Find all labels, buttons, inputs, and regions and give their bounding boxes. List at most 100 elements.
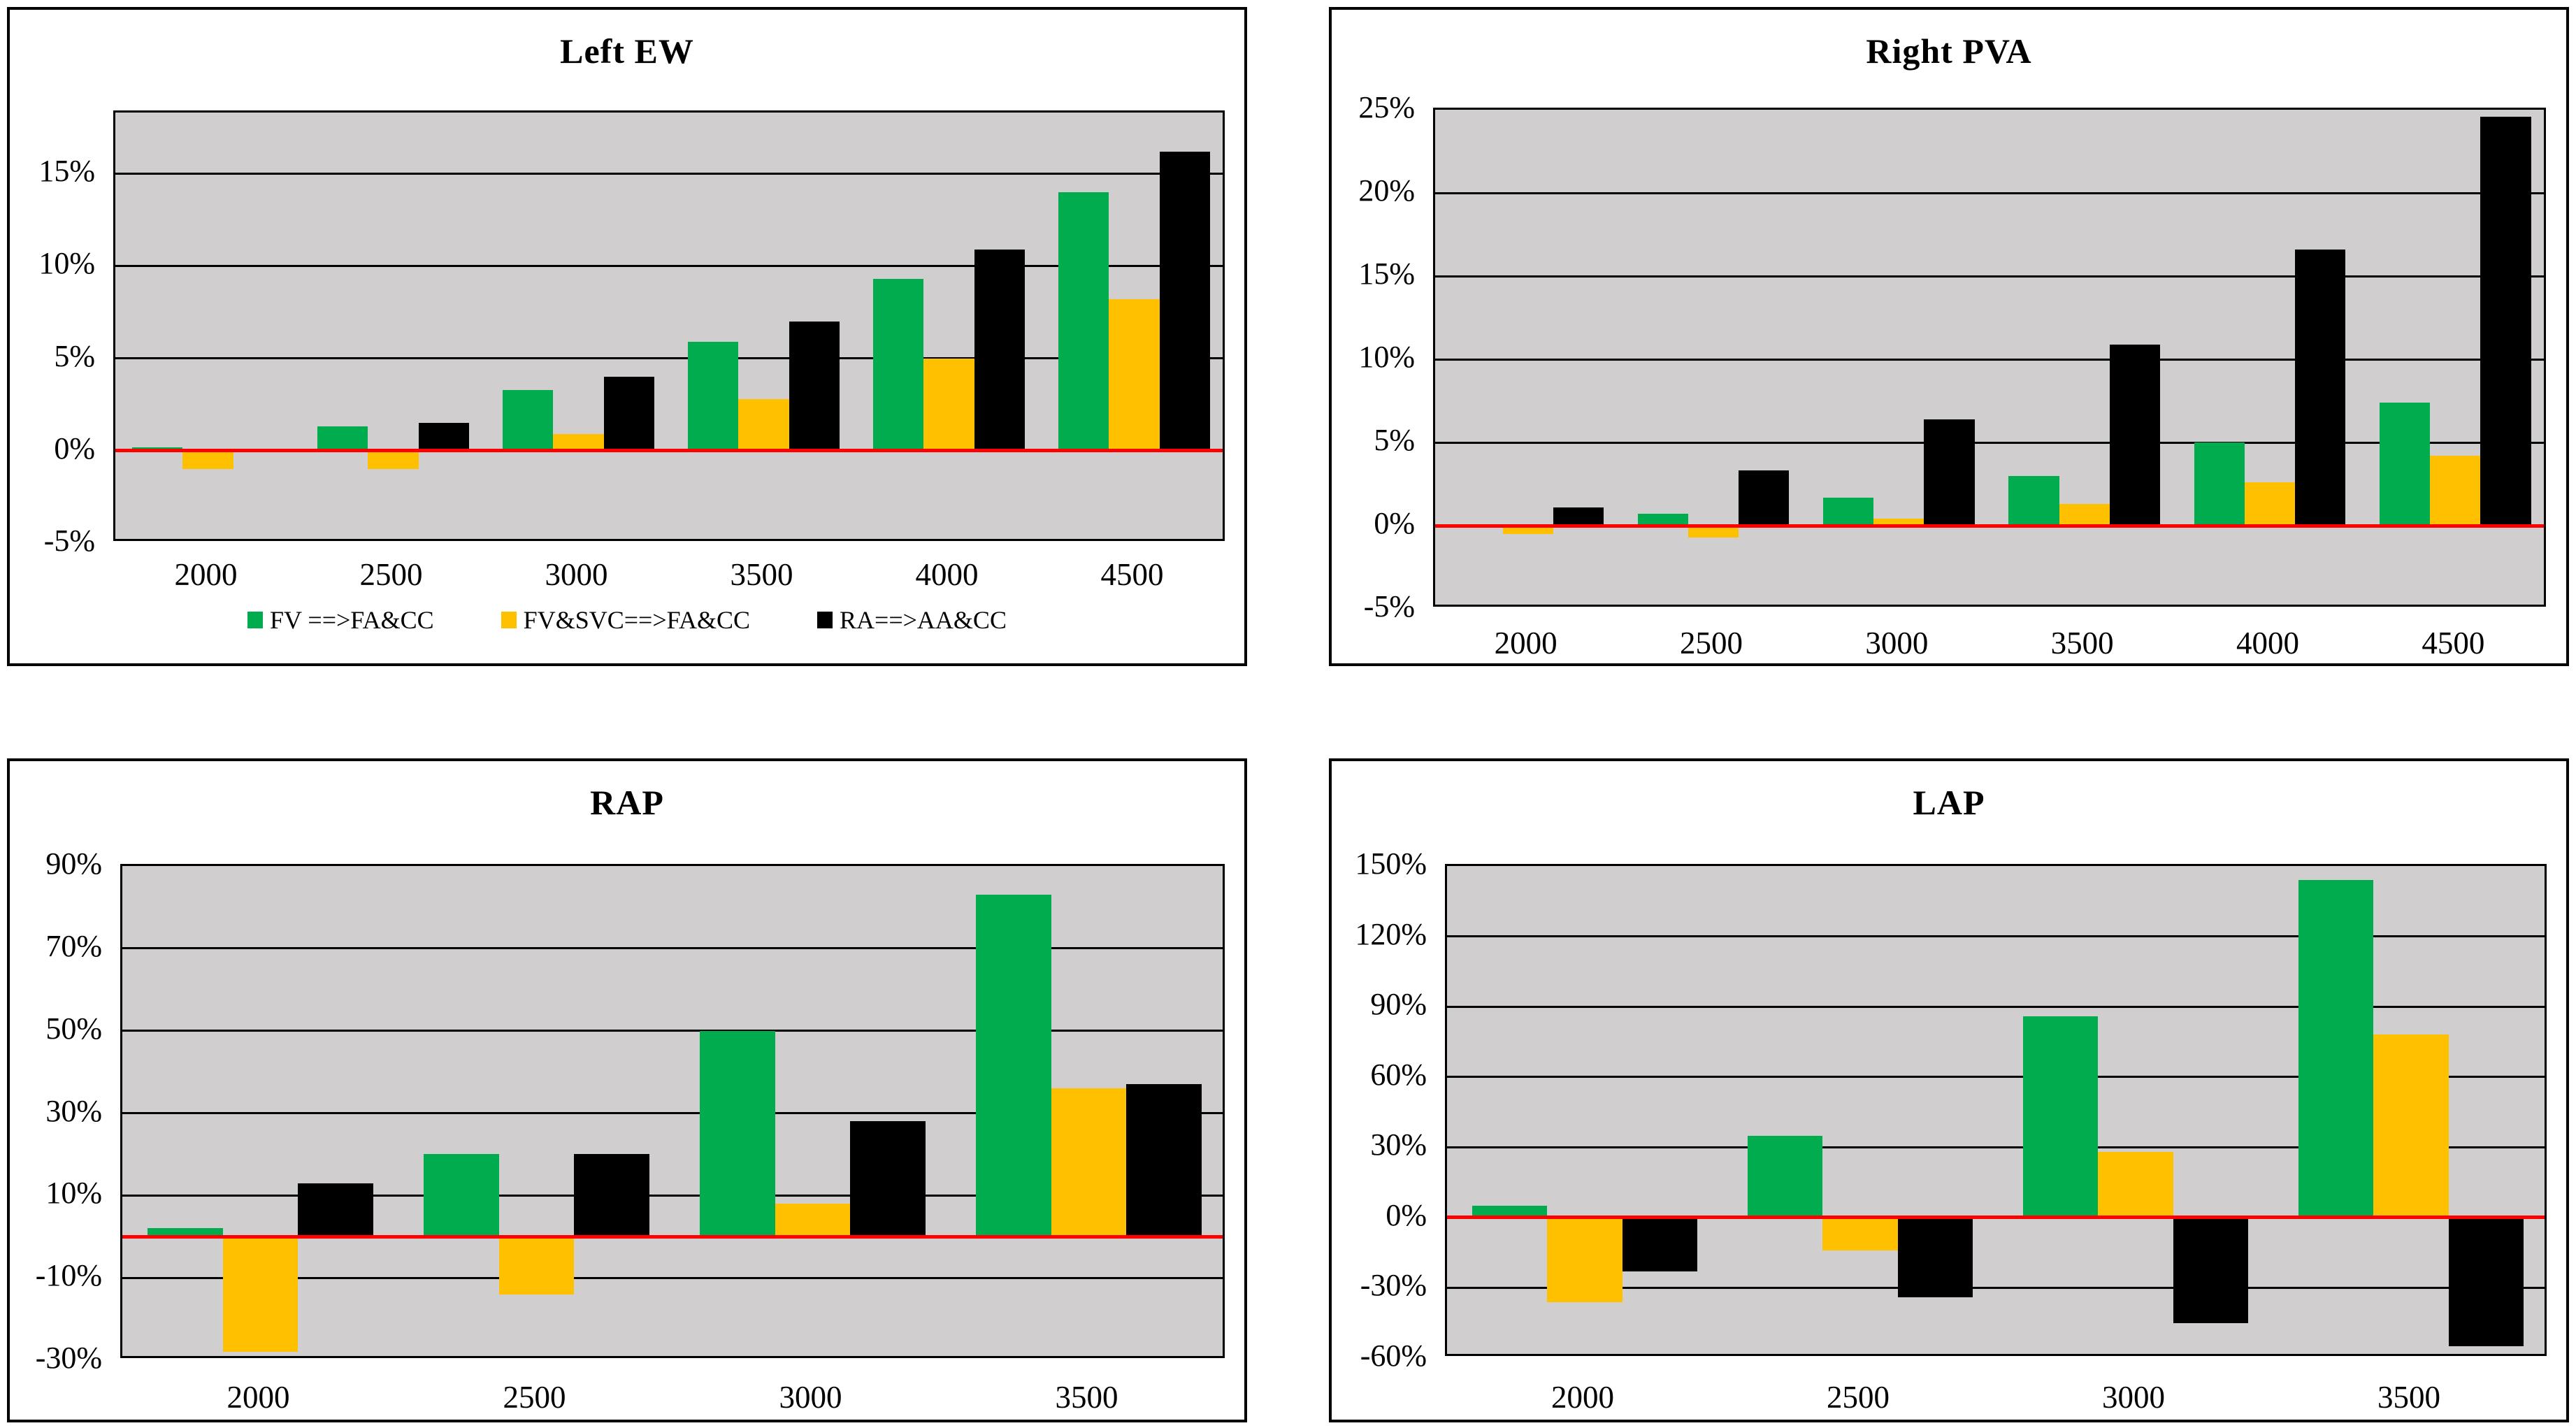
y-tick-label: -10% [35,1258,102,1293]
bar-black-2500 [1739,470,1790,526]
y-tick-label: 15% [1358,257,1415,291]
y-tick-label: 90% [1370,987,1427,1022]
chart-panel-left-ew: Left EW 15% 10% 5% 0% -5% 2000 2500 3000 3500 400… [7,7,1247,666]
bar-black-3500 [789,321,840,451]
gridline [1447,935,2545,938]
plot-area [1445,864,2547,1356]
legend-label: FV&SVC==>FA&CC [523,606,751,634]
legend-label: RA==>AA&CC [840,606,1007,634]
bar-green-3000 [503,389,554,451]
bar-black-2000 [1622,1217,1697,1271]
bar-yellow-4000 [2244,482,2296,526]
bar-black-3000 [850,1121,926,1237]
bar-black-3500 [2109,344,2160,526]
bar-black-2000 [1553,507,1604,526]
gridline [122,1030,1223,1032]
bar-yellow-3500 [1051,1088,1127,1237]
y-tick-label: 15% [38,154,95,189]
bar-yellow-2500 [1822,1217,1898,1250]
gridline [1435,192,2544,194]
x-axis-label: 2000 [1494,626,1557,661]
bar-black-2500 [1897,1217,1973,1297]
y-tick-label: 150% [1355,846,1427,881]
bar-green-3500 [2008,475,2059,526]
bar-black-3000 [1924,419,1975,526]
bar-black-3500 [1126,1084,1202,1237]
zero-line [1447,1216,2545,1220]
y-tick-label: 50% [45,1011,102,1046]
gridline [115,172,1223,175]
bar-black-4500 [2480,116,2531,526]
x-axis-label: 2500 [1827,1380,1890,1415]
gridline [122,1276,1223,1279]
gridline [1447,1146,2545,1148]
y-tick-label: 20% [1358,173,1415,208]
chart-title: Right PVA [1866,31,2032,71]
x-axis-label: 3500 [1055,1380,1118,1415]
gridline [122,947,1223,950]
y-tick-label: 30% [45,1093,102,1128]
y-tick-label: 60% [1370,1057,1427,1092]
bar-yellow-2000 [1547,1217,1622,1302]
x-axis-label: 2500 [359,557,423,592]
bar-black-4000 [2295,249,2346,526]
bar-yellow-2500 [1688,526,1739,538]
plot-area [1433,108,2546,607]
bar-yellow-2500 [368,450,419,470]
legend-swatch-black [817,612,833,628]
bar-green-4000 [2194,442,2245,526]
bar-yellow-2000 [182,450,233,470]
bar-yellow-2000 [1502,526,1553,534]
x-axis-label: 3500 [2050,626,2114,661]
gridline [115,357,1223,360]
y-tick-label: 90% [45,846,102,881]
x-axis-label: 4000 [915,557,979,592]
bar-yellow-2500 [498,1236,575,1294]
chart-title: Left EW [560,31,694,71]
bar-black-3000 [2173,1217,2248,1323]
plot-area [113,110,1225,541]
bar-green-4500 [2380,402,2431,526]
y-tick-label: 5% [54,338,95,373]
legend-item: FV&SVC==>FA&CC [501,605,750,635]
bar-green-2000 [132,447,183,451]
bar-green-3500 [2298,880,2374,1218]
y-tick-label: -5% [1363,589,1415,623]
chart-panel-right-pva: Right PVA 25% 20% 15% 10% 5% 0% -5% 2000 2500 300… [1329,7,2569,666]
x-axis-label: 3000 [1865,626,1929,661]
y-tick-label: 0% [1374,506,1415,540]
bar-yellow-3500 [738,398,789,451]
y-tick-label: -5% [43,524,95,558]
x-axis-label: 2000 [174,557,238,592]
bar-black-2500 [418,423,469,451]
zero-line [1435,524,2544,528]
x-axis-label: 3000 [2102,1380,2165,1415]
bar-green-2000 [1472,1206,1548,1218]
legend-label: FV ==>FA&CC [270,606,434,634]
x-axis-label: 3000 [779,1380,842,1415]
gridline [122,1194,1223,1197]
bar-yellow-4500 [1109,299,1160,451]
y-tick-label: 25% [1358,90,1415,124]
bar-black-3000 [603,377,654,451]
bar-black-2500 [574,1154,649,1237]
bar-yellow-3000 [2098,1151,2173,1218]
bar-yellow-2000 [222,1236,298,1353]
x-axis-label: 2000 [226,1380,290,1415]
bar-green-4000 [873,278,924,451]
bar-green-3500 [976,895,1051,1237]
legend-item: RA==>AA&CC [817,605,1007,635]
bar-yellow-4000 [923,358,974,451]
chart-title: LAP [1913,783,1985,822]
y-tick-label: 10% [1358,340,1415,374]
bar-green-2500 [1637,514,1688,526]
bar-green-2500 [1748,1135,1823,1218]
x-axis-label: 2500 [503,1380,566,1415]
legend-item: FV ==>FA&CC [247,605,434,635]
y-tick-label: 0% [54,431,95,466]
x-axis-label: 3500 [730,557,793,592]
gridline [1435,358,2544,361]
x-axis-label: 3000 [545,557,608,592]
gridline [122,1112,1223,1114]
